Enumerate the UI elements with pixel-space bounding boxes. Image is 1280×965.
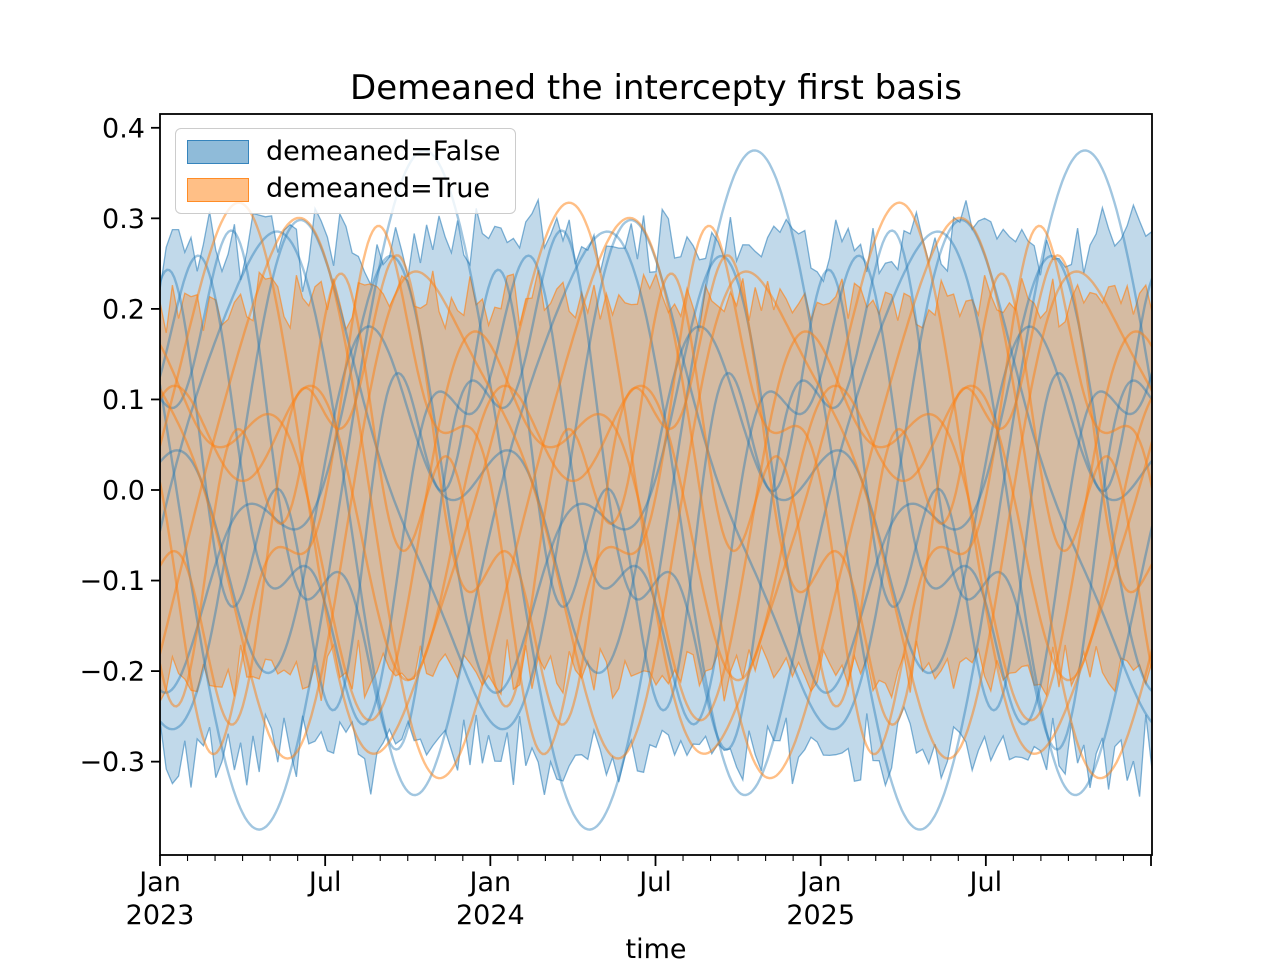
x-tick-label: Jan xyxy=(137,867,181,898)
series-line-demeaned=False-0 xyxy=(160,149,1152,831)
legend-label-demeaned-true: demeaned=True xyxy=(266,173,491,205)
series-line-demeaned=True-3 xyxy=(160,330,1152,722)
series-line-demeaned=True-6 xyxy=(160,384,1152,682)
y-tick-label: −0.2 xyxy=(79,657,145,688)
band-edge xyxy=(160,705,1152,797)
y-tick-label: 0.2 xyxy=(102,294,145,325)
band-edge xyxy=(160,639,1152,702)
x-tick-label: Jul xyxy=(968,867,1003,898)
series-line-demeaned=False-3 xyxy=(160,254,1152,695)
y-tick-label: 0.4 xyxy=(102,113,145,144)
x-tick-label: Jan xyxy=(468,867,512,898)
y-tick-label: 0.3 xyxy=(102,204,145,235)
series-line-demeaned=False-6 xyxy=(160,325,1152,675)
y-tick-label: 0.0 xyxy=(102,475,145,506)
chart-title: Demeaned the intercepty first basis xyxy=(350,68,962,108)
plot-area xyxy=(160,149,1152,831)
legend-item-demeaned-true: demeaned=True xyxy=(187,173,500,205)
series-line-demeaned=False-1 xyxy=(160,230,1152,797)
series-line-demeaned=False-4 xyxy=(160,268,1152,712)
x-axis-label: time xyxy=(625,934,687,965)
x-tick-label: Jul xyxy=(637,867,672,898)
x-tick-year-label: 2025 xyxy=(786,900,855,931)
legend: demeaned=False demeaned=True xyxy=(175,128,517,214)
y-tick-label: −0.3 xyxy=(79,747,145,778)
legend-swatch-demeaned-false-icon xyxy=(187,140,249,165)
series-line-demeaned=True-1 xyxy=(160,201,1152,756)
legend-label-demeaned-false: demeaned=False xyxy=(266,136,501,167)
series-line-demeaned=True-7 xyxy=(160,254,1152,726)
x-tick-label: Jan xyxy=(798,867,842,898)
legend-item-demeaned-false: demeaned=False xyxy=(187,136,501,167)
series-line-demeaned=True-5 xyxy=(160,270,1152,760)
series-line-demeaned=True-0 xyxy=(160,216,1152,780)
series-line-demeaned=True-2 xyxy=(160,224,1152,756)
y-tick-label: 0.1 xyxy=(102,385,145,416)
y-tick-label: −0.1 xyxy=(79,566,145,597)
band-edge xyxy=(160,197,1152,292)
series-line-demeaned=True-4 xyxy=(160,272,1152,708)
x-tick-label: Jul xyxy=(307,867,342,898)
band-demeaned=True xyxy=(160,270,1152,702)
x-tick-year-label: 2024 xyxy=(456,900,525,931)
legend-swatch-demeaned-true-icon xyxy=(187,177,249,202)
band-edge xyxy=(160,269,1152,333)
x-tick-year-label: 2023 xyxy=(126,900,195,931)
